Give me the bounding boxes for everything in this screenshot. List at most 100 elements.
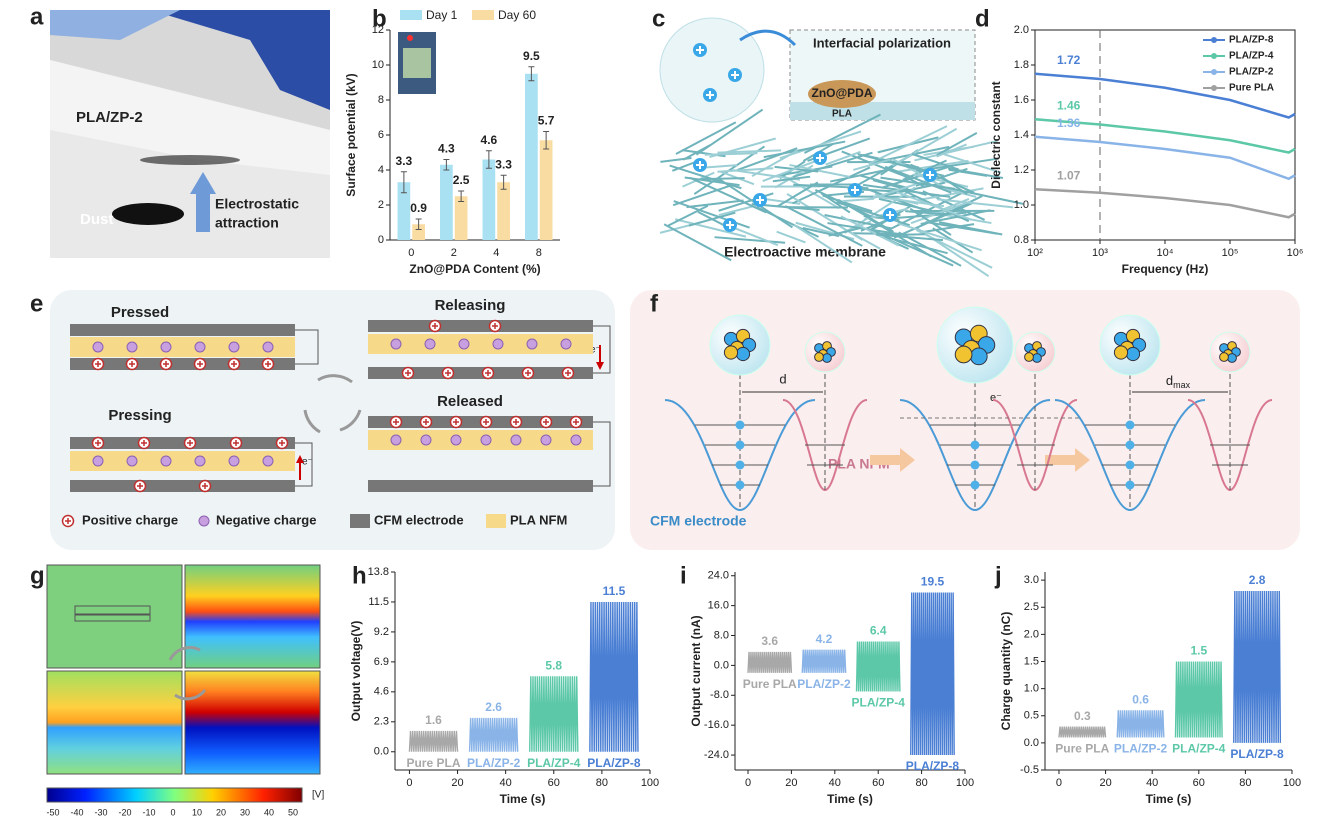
peak-label: 0.3 (1074, 709, 1091, 723)
x-tick-label: 40 (1146, 777, 1158, 789)
map-tile (46, 564, 183, 669)
fiber (915, 226, 990, 277)
y-axis-label: Output current (nA) (689, 615, 703, 726)
value-label: 5.7 (538, 114, 555, 128)
fiber (884, 165, 952, 194)
step-arrow (1045, 448, 1090, 472)
fiber (784, 205, 863, 247)
nucleon (1113, 345, 1129, 360)
y-tick-label: 24.0 (708, 570, 729, 582)
fiber (905, 210, 949, 216)
fiber (880, 176, 956, 190)
x-tick-label: 0 (406, 777, 412, 789)
y-tick-label: 1.8 (1014, 59, 1029, 71)
fiber (714, 236, 786, 244)
sample-label: PLA/ZP-4 (852, 696, 906, 710)
state-label: Pressing (108, 407, 171, 424)
fiber (828, 227, 860, 237)
error-bar (543, 131, 550, 150)
y-tick-label: 4.6 (374, 686, 389, 698)
x-tick-label: 100 (956, 777, 974, 789)
inset-screen (403, 48, 431, 78)
y-tick-label: 9.2 (374, 626, 389, 638)
fiber (686, 199, 744, 209)
negative-charge (262, 455, 274, 467)
sample-label: PLA/ZP-8 (1230, 747, 1284, 761)
signal-trace (468, 717, 519, 752)
negative-charge (480, 434, 492, 446)
charge-plus (926, 171, 934, 179)
membrane-strip (50, 60, 330, 175)
sample-label: PLA/ZP-4 (527, 756, 581, 770)
arrow-shaft (196, 192, 210, 232)
sample-label: Pure PLA (406, 756, 460, 770)
negative-charge (390, 434, 402, 446)
nucleon (1227, 353, 1237, 363)
electrode (368, 480, 593, 492)
charge-plus (886, 211, 894, 219)
fiber (688, 211, 736, 227)
y-tick-label: 1.0 (1024, 683, 1039, 695)
electron-label: e⁻ (990, 392, 1002, 404)
plus-sign (163, 361, 169, 367)
nfm-layer (368, 334, 593, 354)
dust (112, 203, 184, 225)
plus-sign (202, 483, 208, 489)
fiber (914, 139, 998, 162)
fiber (947, 167, 1004, 179)
sample-label: PLA/ZP-8 (906, 759, 960, 773)
fiber (786, 192, 864, 241)
inset-led (407, 35, 413, 41)
colorbar-unit: [V] (312, 790, 324, 801)
fiber (820, 192, 851, 214)
error-bar (400, 171, 407, 194)
panel-label: e (30, 290, 43, 317)
map-tile (184, 564, 321, 669)
legend-label: Negative charge (216, 512, 316, 527)
x-tick-label: 10⁵ (1222, 247, 1239, 259)
fiber (936, 198, 1014, 209)
x-tick-label: 80 (596, 777, 608, 789)
peak-label: 1.5 (1190, 644, 1207, 658)
negative-charge (92, 455, 104, 467)
plus-sign (393, 419, 399, 425)
box-title: Interfacial polarization (813, 35, 951, 50)
fiber (852, 158, 891, 171)
arrow-head (190, 172, 216, 194)
fiber (936, 131, 978, 156)
plus-sign (432, 323, 438, 329)
negative-charge (420, 434, 432, 446)
plus-sign (187, 440, 193, 446)
legend-label: Positive charge (82, 512, 178, 527)
legend-label: CFM electrode (374, 512, 464, 527)
distance-label: d (779, 371, 786, 386)
negative-charge (92, 341, 104, 353)
fiber (674, 218, 747, 238)
cycle-arrow (339, 409, 362, 432)
negative-charge (510, 434, 522, 446)
y-tick-label: 8 (378, 94, 384, 106)
nfm-layer (70, 451, 295, 471)
peak-label: 3.6 (761, 634, 778, 648)
device-outline (74, 614, 151, 622)
sample-label: PLA/ZP-4 (1172, 742, 1226, 756)
legend-label: PLA/ZP-2 (1229, 67, 1274, 78)
value-label: 9.5 (523, 49, 540, 63)
panel-label: g (30, 562, 45, 589)
fiber (896, 191, 972, 221)
y-tick-label: 2.0 (1024, 628, 1039, 640)
legend-marker (1211, 37, 1217, 43)
panel-label: c (652, 5, 665, 32)
peak-label: 6.4 (870, 624, 887, 638)
y-tick-label: 1.0 (1014, 199, 1029, 211)
fiber (732, 169, 800, 181)
plus-sign (565, 370, 571, 376)
colorbar-tick-label: 50 (288, 807, 298, 817)
legend-swatch (400, 10, 422, 20)
y-tick-label: -8.0 (710, 689, 729, 701)
y-tick-label: 0.5 (1024, 710, 1039, 722)
negative-charge (458, 338, 470, 350)
colorbar-tick-label: 10 (192, 807, 202, 817)
fiber (920, 209, 991, 225)
